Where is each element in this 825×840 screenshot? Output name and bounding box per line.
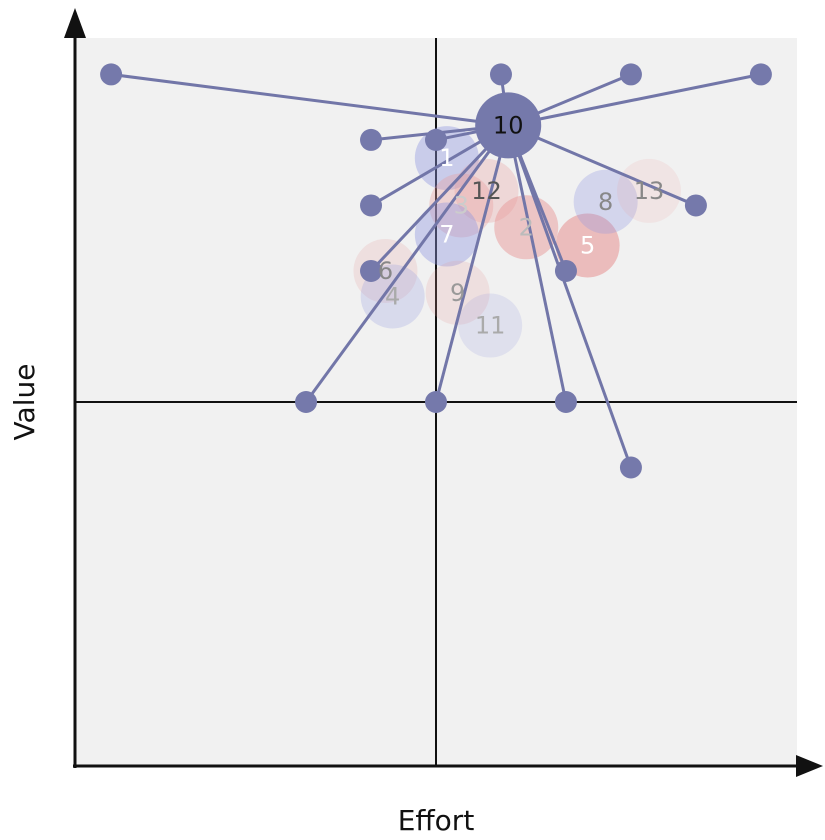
data-point xyxy=(100,63,123,86)
data-point xyxy=(619,456,642,479)
bubble-8 xyxy=(573,169,638,234)
data-point xyxy=(360,259,383,282)
data-point xyxy=(554,391,577,413)
bubble-13 xyxy=(616,158,681,223)
data-point xyxy=(619,63,642,86)
bubble-label-13: 13 xyxy=(634,177,665,205)
bubble-4 xyxy=(360,264,425,329)
data-point xyxy=(360,194,383,217)
connector-line xyxy=(304,124,510,403)
data-point xyxy=(425,391,447,413)
hub-label: 10 xyxy=(493,111,524,139)
connector-line xyxy=(507,123,697,207)
connector-line xyxy=(110,72,509,127)
bubble-5 xyxy=(555,213,620,278)
hub-circle xyxy=(475,92,542,159)
hub: 10 xyxy=(475,92,542,159)
data-point xyxy=(489,63,512,86)
bubble-6 xyxy=(353,238,418,303)
bubble-label-4: 4 xyxy=(385,282,400,310)
bubble-label-1: 1 xyxy=(439,144,454,172)
bubble-label-5: 5 xyxy=(580,231,595,259)
data-point xyxy=(749,63,772,86)
bubble-label-12: 12 xyxy=(471,177,502,205)
data-point xyxy=(684,194,707,217)
x-axis-arrow xyxy=(796,755,823,777)
bubble-label-8: 8 xyxy=(598,188,613,216)
connector-line xyxy=(506,125,568,403)
bubble-7 xyxy=(414,202,479,267)
connector-line xyxy=(434,124,510,403)
bubble-label-6: 6 xyxy=(378,257,393,285)
data-point xyxy=(360,128,383,151)
y-axis-arrow xyxy=(64,8,86,38)
data-point xyxy=(554,259,577,282)
bubble-11 xyxy=(458,293,523,358)
bubble-3 xyxy=(429,173,494,238)
data-point xyxy=(425,128,447,151)
bubble-label-11: 11 xyxy=(475,312,506,340)
y-axis-label: Value xyxy=(8,364,41,441)
connector-line xyxy=(507,72,762,127)
x-axis-label: Effort xyxy=(398,804,475,837)
connector-line xyxy=(369,124,510,272)
bubble-label-2: 2 xyxy=(519,213,534,241)
bubble-label-9: 9 xyxy=(450,279,465,307)
bubble-label-7: 7 xyxy=(439,221,454,249)
axes xyxy=(64,8,823,777)
data-point xyxy=(295,391,318,413)
bubble-9 xyxy=(425,260,490,325)
bubble-label-3: 3 xyxy=(454,191,469,219)
connector-line xyxy=(506,124,633,469)
